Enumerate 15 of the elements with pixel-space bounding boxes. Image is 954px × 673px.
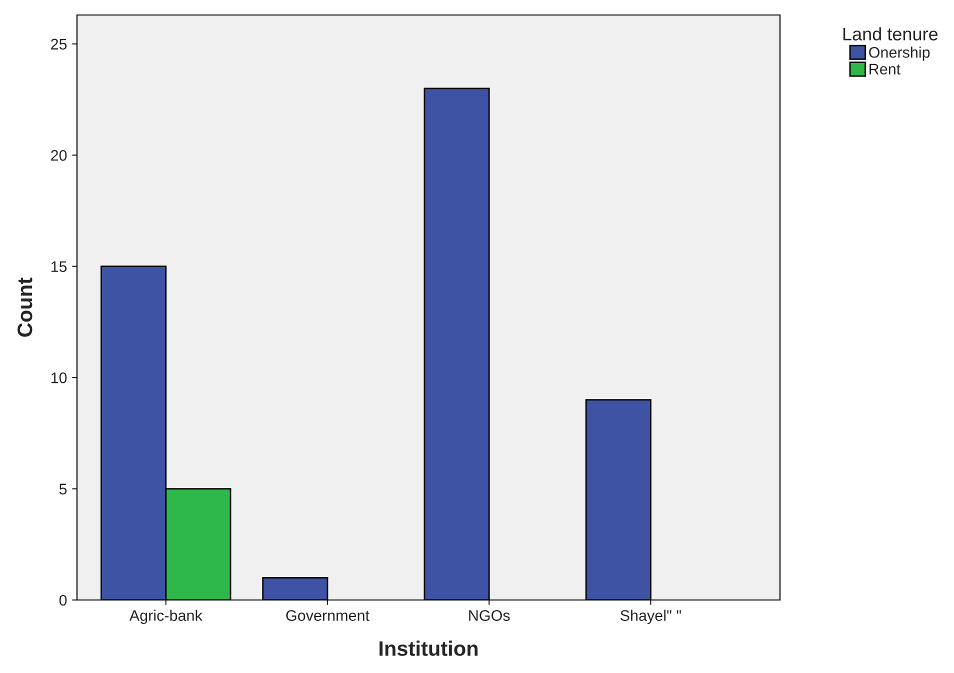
- legend-title: Land tenure: [843, 27, 938, 40]
- x-tick-label: NGOs: [469, 610, 510, 621]
- x-axis-title: Institution: [380, 640, 478, 656]
- y-tick-label: 0: [59, 594, 67, 606]
- x-tick-label: Agric-bank: [129, 610, 202, 624]
- y-axis-title: Count: [18, 278, 32, 337]
- y-tick-label: 20: [51, 150, 67, 161]
- legend-label: Onership: [869, 46, 930, 61]
- y-tick-label: 5: [59, 484, 67, 494]
- y-tick-label: 15: [51, 261, 67, 272]
- y-tick-label: 10: [51, 372, 67, 384]
- y-tick-label: 25: [51, 38, 67, 50]
- legend-label: Rent: [870, 64, 900, 75]
- x-tick-label: Government: [286, 610, 370, 621]
- x-tick-label: Shayel" ": [620, 610, 681, 624]
